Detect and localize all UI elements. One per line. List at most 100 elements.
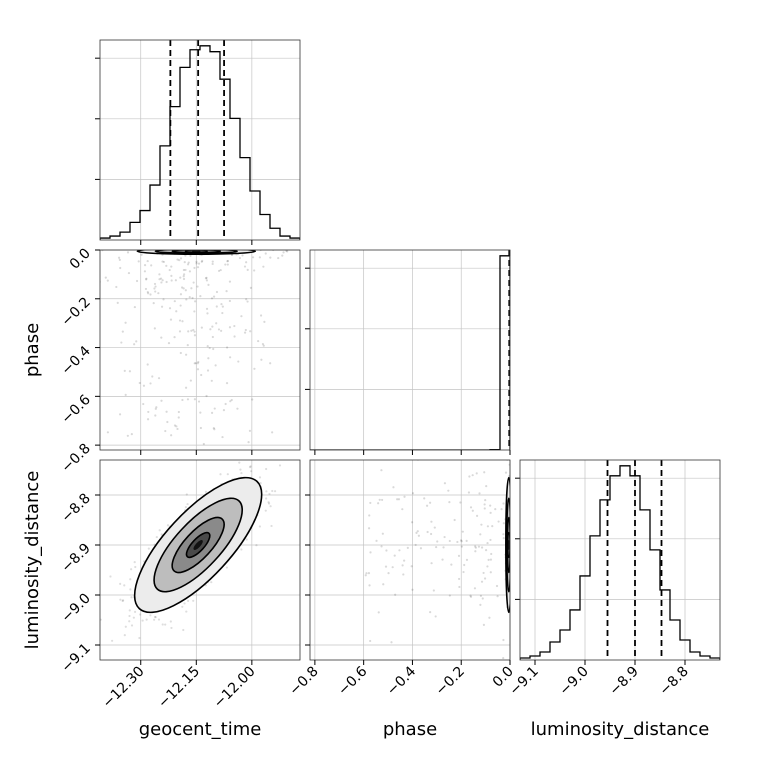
sample-point — [199, 295, 202, 298]
sample-point — [212, 295, 216, 298]
sample-point — [196, 362, 199, 365]
density-contour — [153, 497, 244, 593]
sample-point — [181, 605, 184, 608]
sample-point — [225, 381, 229, 385]
sample-point — [257, 339, 260, 343]
sample-point — [179, 293, 183, 296]
sample-point — [269, 256, 272, 259]
sample-point — [145, 618, 148, 621]
sample-point — [201, 259, 204, 262]
sample-point — [502, 533, 505, 536]
sample-point — [183, 602, 186, 605]
sample-point — [154, 290, 157, 293]
sample-point — [258, 525, 261, 528]
sample-point — [153, 287, 156, 290]
sample-point — [182, 287, 185, 290]
sample-point — [397, 498, 401, 501]
y-tick-label: −9.0 — [58, 591, 93, 626]
sample-point — [196, 266, 200, 269]
sample-point — [502, 502, 505, 505]
sample-point — [387, 572, 390, 575]
sample-point — [262, 265, 265, 268]
sample-point — [166, 420, 169, 424]
sample-point — [170, 279, 173, 282]
sample-point — [415, 531, 418, 534]
sample-point — [469, 595, 473, 598]
sample-point — [162, 298, 165, 301]
sample-point — [126, 434, 129, 437]
sample-point — [160, 281, 163, 284]
sample-point — [259, 482, 262, 485]
sample-point — [206, 369, 210, 372]
sample-point — [249, 330, 252, 333]
sample-point — [146, 363, 149, 366]
sample-point — [170, 274, 173, 277]
density-contour — [185, 531, 211, 559]
sample-point — [391, 566, 394, 569]
sample-point — [118, 258, 121, 261]
sample-point — [463, 563, 466, 567]
sample-point — [265, 490, 268, 493]
sample-point — [465, 539, 468, 542]
sample-point — [189, 379, 192, 382]
sample-point — [245, 298, 248, 301]
sample-point — [267, 502, 271, 505]
sample-point — [251, 398, 254, 401]
sample-point — [484, 499, 487, 502]
sample-point — [143, 264, 147, 267]
sample-point — [144, 287, 148, 291]
sample-point — [504, 471, 508, 474]
sample-point — [369, 501, 372, 505]
sample-point — [460, 545, 463, 548]
sample-point — [184, 254, 187, 257]
x-tick-label: −0.6 — [335, 663, 370, 698]
density-contour — [171, 516, 225, 574]
sample-point — [157, 292, 160, 295]
sample-point — [197, 400, 201, 403]
sample-point — [154, 285, 157, 288]
sample-point — [193, 334, 197, 337]
sample-point — [282, 251, 285, 254]
sample-point — [265, 497, 268, 500]
pair-density-phase-vs-luminosity-distance — [505, 476, 510, 614]
hist-panel-geocent-time — [95, 39, 301, 241]
sample-point — [244, 328, 247, 332]
sample-point — [377, 502, 380, 505]
sample-point — [133, 305, 136, 309]
sample-point — [146, 290, 149, 294]
sample-point — [500, 508, 503, 511]
sample-point — [467, 491, 471, 494]
sample-point — [200, 326, 203, 329]
sample-point — [190, 329, 193, 332]
sample-point — [429, 501, 432, 504]
sample-point — [157, 618, 161, 621]
sample-point — [286, 250, 289, 253]
sample-point — [390, 641, 393, 644]
sample-point — [196, 368, 200, 371]
sample-point — [228, 326, 232, 329]
sample-point — [190, 287, 193, 290]
sample-point — [475, 472, 478, 475]
sample-point — [200, 260, 203, 263]
sample-point — [367, 571, 371, 575]
sample-point — [228, 280, 232, 283]
sample-point — [281, 254, 284, 257]
sample-point — [457, 554, 461, 558]
sample-point — [240, 471, 243, 475]
sample-point — [217, 328, 221, 331]
y-tick-label: −0.8 — [58, 441, 93, 476]
sample-point — [484, 548, 488, 552]
sample-point — [193, 398, 196, 401]
sample-point — [380, 545, 383, 548]
sample-point — [478, 492, 481, 495]
sample-point — [262, 344, 265, 347]
sample-point — [495, 584, 499, 588]
sample-point — [503, 434, 505, 436]
sample-point — [240, 548, 243, 551]
sample-point — [273, 490, 277, 493]
pair-grid-phase-vs-luminosity-distance — [310, 460, 511, 660]
sample-point — [365, 572, 368, 575]
sample-point — [147, 292, 150, 295]
sample-point — [269, 505, 272, 508]
sample-point — [100, 618, 102, 621]
